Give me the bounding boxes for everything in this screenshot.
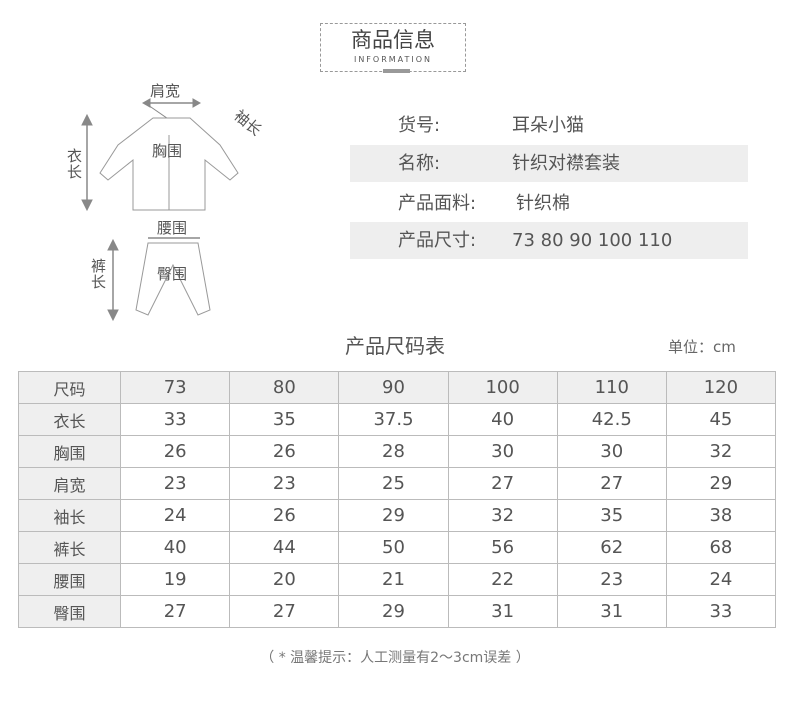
table-cell: 44 [229, 531, 340, 564]
info-key: 产品面料: [398, 193, 477, 214]
label-length: 衣长 [67, 147, 83, 181]
info-key: 产品尺寸: [398, 230, 477, 251]
table-header-row: 尺码 73 80 90 100 110 120 [17, 371, 777, 404]
section-title: 商品信息 [351, 28, 435, 52]
info-value: 耳朵小猫 [512, 115, 584, 136]
table-cell: 20 [229, 563, 340, 596]
garment-diagram [81, 98, 239, 322]
table-cell: 19 [120, 563, 231, 596]
table-cell: 73 [120, 371, 231, 404]
table-cell: 27 [229, 595, 340, 628]
table-cell: 22 [447, 563, 558, 596]
table-cell: 26 [229, 499, 340, 532]
info-value: 73 80 90 100 110 [512, 230, 673, 251]
table-cell: 26 [120, 435, 231, 468]
info-row-fabric: 产品面料: 针织棉 [350, 185, 748, 222]
info-key: 货号: [398, 115, 441, 136]
table-cell: 68 [665, 531, 777, 564]
table-title: 产品尺码表 [345, 334, 445, 358]
table-cell: 24 [665, 563, 777, 596]
table-row: 臀围 27 27 29 31 31 33 [17, 595, 777, 628]
table-cell: 27 [556, 467, 667, 500]
table-cell: 23 [556, 563, 667, 596]
table-cell: 23 [120, 467, 231, 500]
pants-outline [135, 242, 211, 316]
table-cell: 31 [556, 595, 667, 628]
table-cell: 90 [338, 371, 449, 404]
table-cell: 23 [229, 467, 340, 500]
table-cell: 40 [447, 403, 558, 436]
table-cell: 120 [665, 371, 777, 404]
table-cell: 33 [120, 403, 231, 436]
table-cell: 30 [556, 435, 667, 468]
table-cell: 29 [665, 467, 777, 500]
table-row: 衣长 33 35 37.5 40 42.5 45 [17, 403, 777, 436]
row-label: 袖长 [17, 499, 122, 532]
table-cell: 35 [229, 403, 340, 436]
title-underline [383, 69, 410, 73]
table-row: 肩宽 23 23 25 27 27 29 [17, 467, 777, 500]
table-cell: 32 [447, 499, 558, 532]
table-cell: 27 [120, 595, 231, 628]
label-hip: 臀围 [157, 265, 188, 283]
info-key: 名称: [398, 153, 441, 174]
table-cell: 29 [338, 595, 449, 628]
table-row: 腰围 19 20 21 22 23 24 [17, 563, 777, 596]
table-cell: 33 [665, 595, 777, 628]
table-cell: 21 [338, 563, 449, 596]
table-row: 袖长 24 26 29 32 35 38 [17, 499, 777, 532]
info-row-name: 名称: 针织对襟套装 [350, 145, 748, 182]
row-label: 裤长 [17, 531, 122, 564]
table-cell: 40 [120, 531, 231, 564]
row-label: 臀围 [17, 595, 122, 628]
table-cell: 50 [338, 531, 449, 564]
table-row: 胸围 26 26 28 30 30 32 [17, 435, 777, 468]
label-waist: 腰围 [157, 219, 188, 237]
table-row: 裤长 40 44 50 56 62 68 [17, 531, 777, 564]
table-cell: 27 [447, 467, 558, 500]
unit-label: 单位：cm [668, 338, 736, 356]
info-value: 针织对襟套装 [512, 153, 620, 174]
table-cell: 62 [556, 531, 667, 564]
row-label: 衣长 [17, 403, 122, 436]
table-cell: 28 [338, 435, 449, 468]
table-cell: 37.5 [338, 403, 449, 436]
table-cell: 31 [447, 595, 558, 628]
measurement-note: （ * 温馨提示：人工测量有2～3cm误差 ） [260, 650, 530, 666]
table-cell: 24 [120, 499, 231, 532]
size-table: 尺码 73 80 90 100 110 120 衣长 33 35 37.5 40 42.5 45 胸围 26 2… [17, 371, 777, 628]
table-cell: 26 [229, 435, 340, 468]
row-label: 腰围 [17, 563, 122, 596]
table-cell: 29 [338, 499, 449, 532]
table-cell: 38 [665, 499, 777, 532]
table-cell: 25 [338, 467, 449, 500]
table-cell: 100 [447, 371, 558, 404]
table-cell: 42.5 [556, 403, 667, 436]
table-cell: 45 [665, 403, 777, 436]
label-shoulder: 肩宽 [150, 82, 181, 100]
table-cell: 35 [556, 499, 667, 532]
info-row-size: 产品尺寸: 73 80 90 100 110 [350, 222, 748, 259]
section-subtitle: INFORMATION [353, 55, 433, 64]
info-value: 针织棉 [516, 193, 570, 214]
table-cell: 30 [447, 435, 558, 468]
label-chest: 胸围 [152, 142, 183, 160]
table-cell: 80 [229, 371, 340, 404]
row-label: 肩宽 [17, 467, 122, 500]
label-pants-length: 裤长 [91, 257, 107, 291]
row-label: 胸围 [17, 435, 122, 468]
table-cell: 32 [665, 435, 777, 468]
table-cell: 56 [447, 531, 558, 564]
table-cell: 110 [556, 371, 667, 404]
row-label: 尺码 [17, 371, 122, 404]
section-title-box: 商品信息 INFORMATION [320, 23, 466, 73]
info-row-item-no: 货号: 耳朵小猫 [350, 107, 748, 144]
